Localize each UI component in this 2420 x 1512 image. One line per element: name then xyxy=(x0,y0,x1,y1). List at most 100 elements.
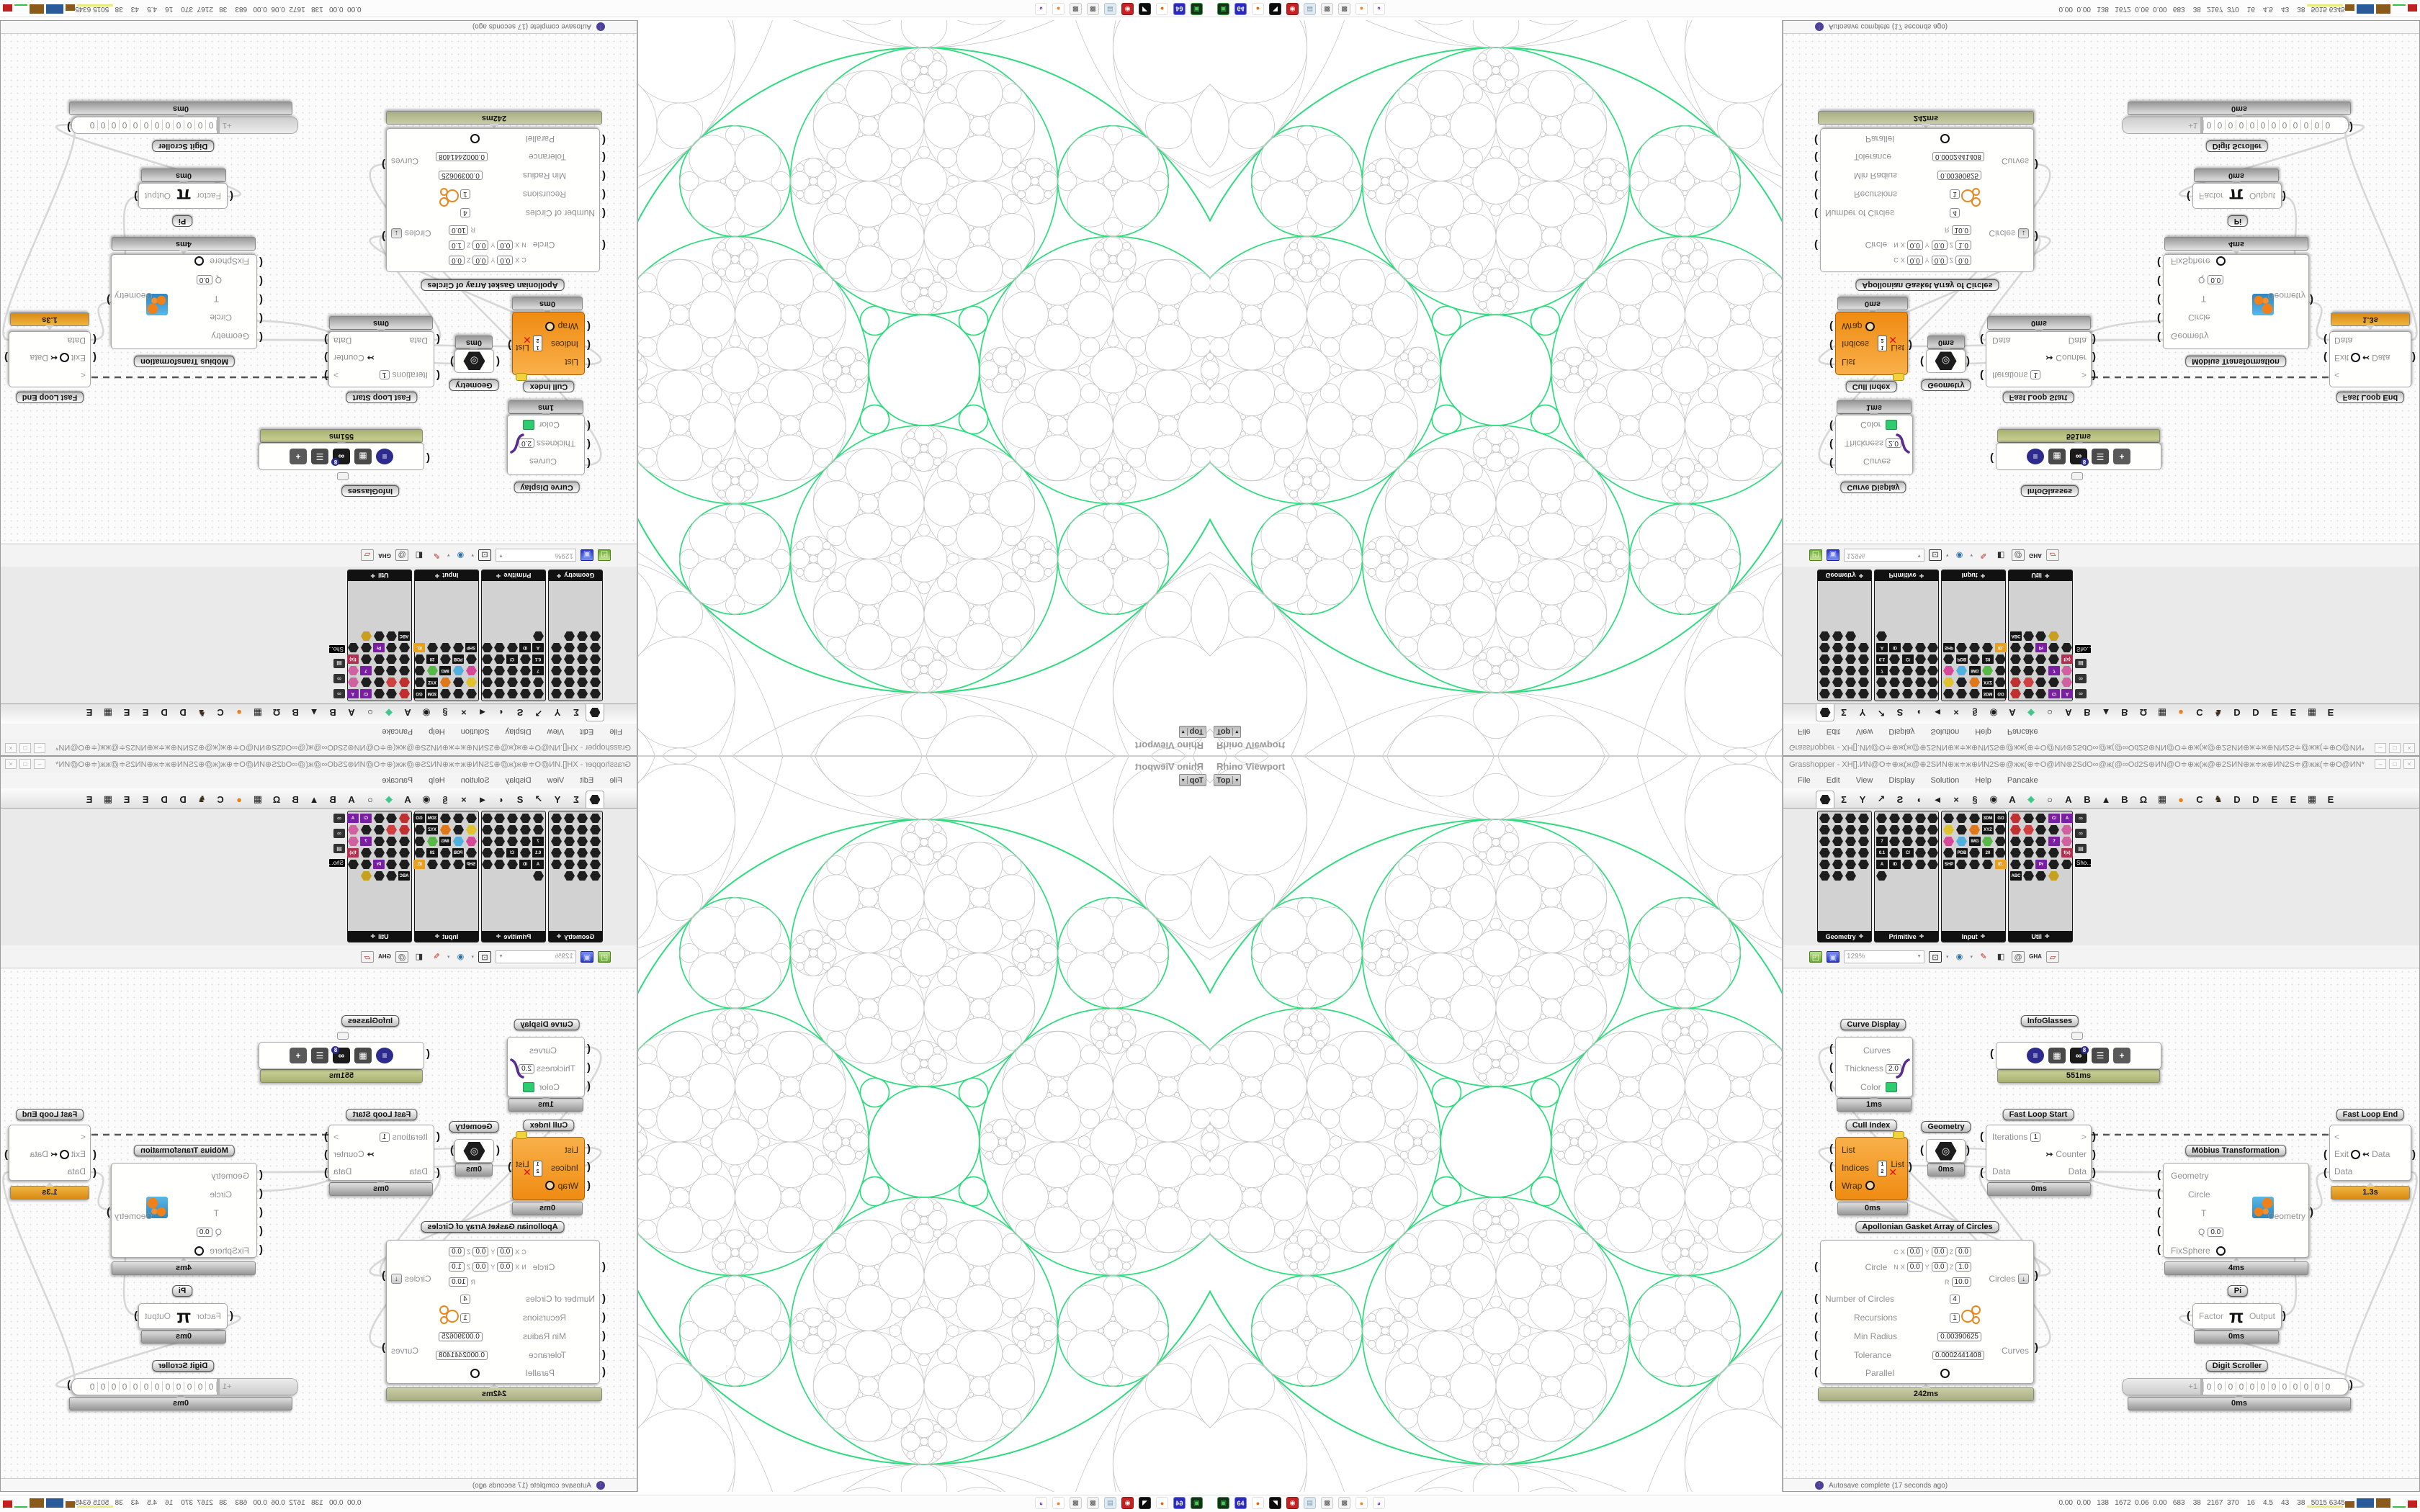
component-icon[interactable] xyxy=(533,678,544,687)
component-icon[interactable] xyxy=(2023,871,2034,881)
component-icon[interactable] xyxy=(1943,666,1954,675)
component-icon[interactable] xyxy=(1956,689,1967,698)
component-icon[interactable] xyxy=(1902,825,1913,834)
component-icon[interactable] xyxy=(590,643,601,652)
infoglasses-icon[interactable]: ☰ xyxy=(2092,449,2109,464)
component-icon[interactable] xyxy=(1858,689,1869,698)
gh-tab-25[interactable]: E xyxy=(2290,707,2297,719)
component-icon[interactable] xyxy=(1889,678,1900,687)
notepad-icon[interactable]: ▤ xyxy=(1104,3,1116,15)
palette-footer-util[interactable]: Util ✚ xyxy=(348,931,411,942)
component-icon[interactable] xyxy=(482,837,493,846)
component-icon[interactable] xyxy=(494,689,505,698)
gh-canvas[interactable]: Curve Display Curves Thickness 2.0 Color… xyxy=(1,968,637,1478)
gh-tab-5[interactable]: ◖ xyxy=(498,793,504,805)
close-button[interactable]: × xyxy=(2403,759,2415,769)
recursions-value[interactable]: 1 xyxy=(460,1313,470,1323)
component-icon[interactable]: 0.1 xyxy=(1876,848,1888,858)
component-icon[interactable] xyxy=(1876,689,1887,698)
gh-tab-11[interactable]: ◆ xyxy=(2027,708,2035,719)
menu-file[interactable]: File xyxy=(609,776,622,785)
gh-tab-16[interactable]: B xyxy=(2121,793,2128,805)
component-icon[interactable] xyxy=(1858,825,1869,834)
notepad-icon[interactable]: ▤ xyxy=(1104,1497,1116,1509)
component-icon[interactable] xyxy=(564,643,575,652)
gh-tab-4[interactable]: Ƨ xyxy=(516,793,524,805)
gh-tab-2[interactable]: Y xyxy=(554,707,561,719)
floppy64-icon[interactable]: 64 xyxy=(1173,3,1186,15)
component-icon[interactable] xyxy=(494,654,505,664)
menu-edit[interactable]: Edit xyxy=(580,727,594,736)
component-icon[interactable]: SHP xyxy=(465,643,477,652)
component-icon[interactable] xyxy=(1915,860,1926,869)
palette-footer-primitive[interactable]: Primitive ✚ xyxy=(482,570,545,581)
component-icon[interactable] xyxy=(482,848,493,858)
gh-tab-11[interactable]: ◆ xyxy=(2027,793,2035,804)
palette-footer-geometry[interactable]: Geometry ✚ xyxy=(549,931,602,942)
parallel-toggle[interactable] xyxy=(1940,1368,1950,1378)
component-icon[interactable] xyxy=(2023,689,2034,698)
viewport-tab-top[interactable]: Top ▾ xyxy=(1214,726,1242,738)
component-icon[interactable] xyxy=(1902,837,1913,846)
color-swatch[interactable] xyxy=(1885,420,1897,430)
digit-cell[interactable]: 0 xyxy=(2322,1382,2333,1392)
component-icon[interactable] xyxy=(386,871,397,881)
component-icon[interactable] xyxy=(564,814,575,823)
component-icon[interactable]: A xyxy=(532,860,544,869)
component-icon[interactable] xyxy=(2048,871,2059,881)
rhino-viewport[interactable]: Rhino Viewport Top ▾ xyxy=(637,20,1210,756)
gh-tab-5[interactable]: ◖ xyxy=(1916,707,1922,719)
digit-cell[interactable]: 0 xyxy=(2268,1382,2279,1392)
component-icon[interactable] xyxy=(1858,678,1869,687)
component-icon[interactable] xyxy=(399,860,410,869)
component-icon[interactable]: ID xyxy=(519,860,531,869)
infoglasses-icon[interactable]: ▦ xyxy=(2048,1048,2066,1063)
maze-icon[interactable]: ▩ xyxy=(1087,1497,1099,1509)
digit-cell[interactable]: 0 xyxy=(2214,120,2225,130)
component-icon[interactable] xyxy=(386,814,397,823)
component-icon[interactable] xyxy=(1969,678,1980,687)
component-icon[interactable] xyxy=(1915,654,1926,664)
wrap-toggle[interactable] xyxy=(544,1181,555,1190)
component-icon[interactable] xyxy=(577,871,588,881)
q-value[interactable]: 0.0 xyxy=(196,275,212,285)
open-file-icon[interactable]: ◰ xyxy=(598,549,611,562)
gh-tab-26[interactable]: ▦ xyxy=(2307,793,2317,804)
gh-tab-13[interactable]: A xyxy=(2065,707,2072,719)
component-icon[interactable] xyxy=(1915,666,1926,675)
palette-footer-util[interactable]: Util ✚ xyxy=(2009,570,2072,581)
component-icon[interactable] xyxy=(590,678,601,687)
component-icon[interactable] xyxy=(2035,814,2046,823)
overflow-icon[interactable]: ∞ xyxy=(333,829,345,838)
comment-bubble[interactable] xyxy=(1893,1131,1904,1139)
gh-tab-3[interactable]: ↗ xyxy=(534,708,543,719)
palette-footer-util[interactable]: Util ✚ xyxy=(2009,931,2072,942)
gh-tab-12[interactable]: ○ xyxy=(367,793,373,805)
gh-tab-20[interactable]: C xyxy=(217,793,224,805)
component-icon[interactable]: 20 xyxy=(426,654,438,664)
gh-tab-5[interactable]: ◖ xyxy=(498,707,504,719)
component-icon[interactable] xyxy=(590,654,601,664)
component-icon[interactable] xyxy=(1819,666,1830,675)
gh-tab-5[interactable]: ◖ xyxy=(1916,793,1922,805)
maze2-icon[interactable]: ▩ xyxy=(1070,3,1082,15)
component-icon[interactable] xyxy=(1927,825,1938,834)
component-icon[interactable] xyxy=(386,689,397,698)
component-icon[interactable]: GO xyxy=(413,814,425,823)
component-icon[interactable] xyxy=(414,654,425,664)
component-icon[interactable] xyxy=(1832,825,1843,834)
component-icon[interactable] xyxy=(551,814,562,823)
component-icon[interactable] xyxy=(590,666,601,675)
wrap-toggle[interactable] xyxy=(1865,322,1876,331)
maximize-button[interactable]: □ xyxy=(2389,759,2401,769)
gh-tab-20[interactable]: C xyxy=(2196,707,2203,719)
q-value[interactable]: 0.0 xyxy=(196,1227,212,1237)
maximize-button[interactable]: □ xyxy=(19,759,31,769)
save-file-icon[interactable]: ▣ xyxy=(581,549,593,562)
gh-tab-25[interactable]: E xyxy=(123,793,130,805)
maze2-icon[interactable]: ▩ xyxy=(1338,1497,1350,1509)
overflow-icon[interactable]: ∞ xyxy=(333,689,345,698)
c-x-value[interactable]: 0.0 xyxy=(497,256,514,265)
sketch-pen-icon[interactable]: ✎ xyxy=(433,551,440,560)
digit-cell[interactable]: 0 xyxy=(163,120,174,130)
